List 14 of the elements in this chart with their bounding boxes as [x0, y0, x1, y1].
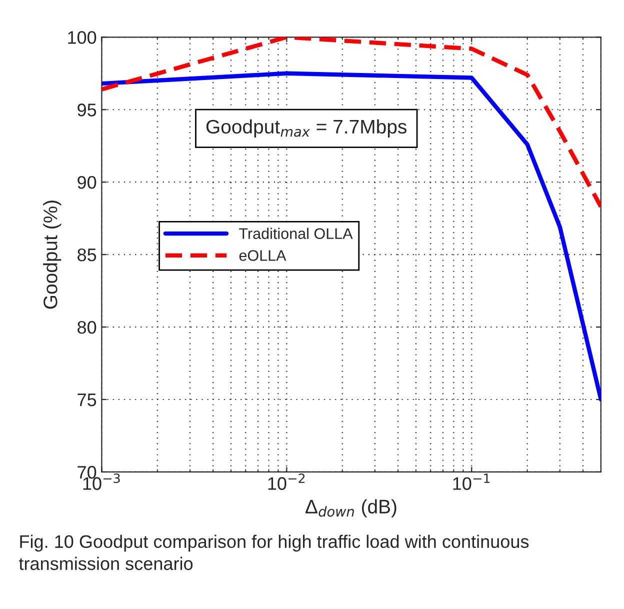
y-tick-label: 90	[78, 176, 96, 189]
y-tick-label: 75	[78, 394, 96, 406]
y-axis-title: Goodput (%)	[43, 200, 62, 309]
x-tick-label: 10$^{−2}$	[268, 473, 305, 490]
caption: Fig. 10 Goodput comparison for high traffic load with continuous transmission scenario	[18, 534, 529, 570]
annotation: Goodput$_{max}$ = 7.7Mbps	[206, 119, 406, 138]
legend-label: eOLLA	[239, 250, 286, 261]
legend-label: Traditional OLLA	[239, 228, 353, 240]
y-tick-label: 80	[78, 320, 96, 334]
x-axis-title: Δ$_{down}$ (dB)	[306, 499, 396, 518]
x-tick-label: 10$^{−1}$	[453, 474, 490, 490]
y-tick-label: 85	[78, 248, 96, 262]
y-tick-label: 100	[68, 31, 96, 44]
y-tick-label: 95	[78, 104, 96, 116]
